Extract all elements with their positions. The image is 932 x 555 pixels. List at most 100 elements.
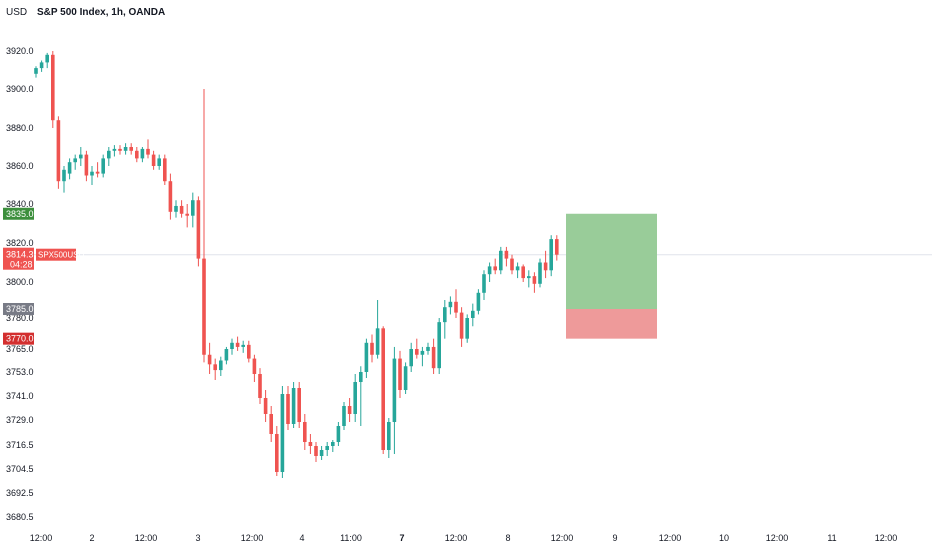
take-profit-label-bg <box>3 207 34 220</box>
x-tick-label: 9 <box>612 533 617 543</box>
candle-body <box>280 394 285 472</box>
symbol-tag-text: SPX500USD <box>38 251 84 260</box>
candle-body <box>191 200 195 216</box>
candle-body <box>219 360 223 371</box>
candle-body <box>359 372 363 382</box>
stop-loss-label-bg <box>3 332 34 345</box>
candle-body <box>370 342 374 355</box>
candle-body <box>476 292 481 311</box>
candle-body <box>224 349 229 361</box>
y-tick-label: 3692.5 <box>6 488 34 498</box>
candle-body <box>331 442 335 446</box>
y-tick-label: 3741.0 <box>6 391 34 401</box>
y-tick-label: 3729.0 <box>6 415 34 425</box>
candle-body <box>555 239 559 255</box>
y-tick-label: 3753.0 <box>6 367 34 377</box>
candle-body <box>420 350 425 355</box>
y-tick-label: 3716.5 <box>6 440 34 450</box>
candle-body <box>213 364 217 371</box>
candle-body <box>157 158 161 166</box>
x-tick-label: 7 <box>399 533 404 543</box>
stop-loss-label-text: 3770.0 <box>6 334 34 344</box>
stop-loss-label: 3770.0 <box>3 332 34 345</box>
candle-body <box>409 349 413 367</box>
candle-body <box>347 406 352 414</box>
candle-body <box>140 148 145 159</box>
current-price-bg <box>3 247 34 270</box>
candle-body <box>471 310 475 318</box>
take-profit-label: 3835.0 <box>3 207 34 220</box>
candle-body <box>202 258 206 355</box>
candle-body <box>174 205 178 212</box>
entry-price-label-bg <box>3 303 34 315</box>
candle-body <box>146 148 150 155</box>
candle-body <box>51 54 55 121</box>
candle-body <box>297 388 301 422</box>
profit-zone <box>566 213 657 309</box>
y-tick-label: 3704.5 <box>6 464 34 474</box>
candle-body <box>364 342 369 372</box>
x-tick-label: 12:00 <box>30 533 53 543</box>
candle-body <box>532 276 537 284</box>
x-tick-label: 10 <box>719 533 729 543</box>
y-tick-label: 3780.0 <box>6 313 34 323</box>
candle-body <box>454 301 458 313</box>
candle-body <box>319 450 324 456</box>
candle-body <box>538 262 542 284</box>
candle-body <box>392 358 397 422</box>
candle-body <box>381 328 385 450</box>
x-tick-label: 12:00 <box>551 533 574 543</box>
currency-label: USD <box>6 7 28 18</box>
candle-body <box>437 322 441 369</box>
chart-title: S&P 500 Index, 1h, OANDA <box>37 7 166 18</box>
candle-body <box>118 148 122 151</box>
candle-body <box>168 181 173 212</box>
candle-body <box>375 328 380 355</box>
y-tick-label: 3880.0 <box>6 123 34 133</box>
candle-body <box>107 150 111 159</box>
candle-body <box>258 374 262 398</box>
candle-body <box>67 162 72 174</box>
candle-body <box>325 446 329 450</box>
axis-layer: 3920.0 3900.0 3880.0 3860.0 3840.0 3820.0 3800… <box>6 46 897 543</box>
x-tick-label: 2 <box>89 533 94 543</box>
x-tick-label: 3 <box>195 533 200 543</box>
candle-body <box>549 239 553 271</box>
x-tick-label: 11 <box>827 533 836 543</box>
candle-body <box>465 318 469 339</box>
y-tick-label: 3860.0 <box>6 161 34 171</box>
candle-body <box>510 258 514 271</box>
candle-body <box>353 382 357 414</box>
candle-body <box>90 171 94 176</box>
candle-body <box>79 154 83 159</box>
x-tick-label: 12:00 <box>875 533 898 543</box>
candle-body <box>179 205 184 214</box>
candle-body <box>241 344 245 347</box>
y-tick-label: 3680.5 <box>6 512 34 522</box>
y-tick-label: 3900.0 <box>6 84 34 94</box>
candle-body <box>387 422 391 450</box>
y-tick-label: 3920.0 <box>6 46 34 56</box>
candle-body <box>56 120 61 182</box>
candle-body <box>45 54 49 63</box>
candle-body <box>123 147 128 151</box>
x-tick-label: 8 <box>505 533 510 543</box>
y-tick-label: 3840.0 <box>6 199 34 209</box>
candle-body <box>443 307 447 323</box>
candle-body <box>286 394 290 424</box>
entry-price-label-text: 3785.0 <box>6 304 34 314</box>
countdown-text: 04:28 <box>10 260 33 270</box>
candle-body <box>448 301 453 308</box>
candle-body <box>34 68 38 74</box>
candle-layer <box>34 51 559 478</box>
symbol-tag: SPX500USD <box>36 248 84 261</box>
candle-body <box>247 344 251 359</box>
candle-body <box>527 276 531 279</box>
candle-body <box>39 62 44 69</box>
loss-zone <box>566 309 657 339</box>
entry-price-label: 3785.0 <box>3 303 34 315</box>
price-label-layer: 3835.0 3785.0 3770.0 3814.304:28 SPX500USD <box>3 207 84 345</box>
